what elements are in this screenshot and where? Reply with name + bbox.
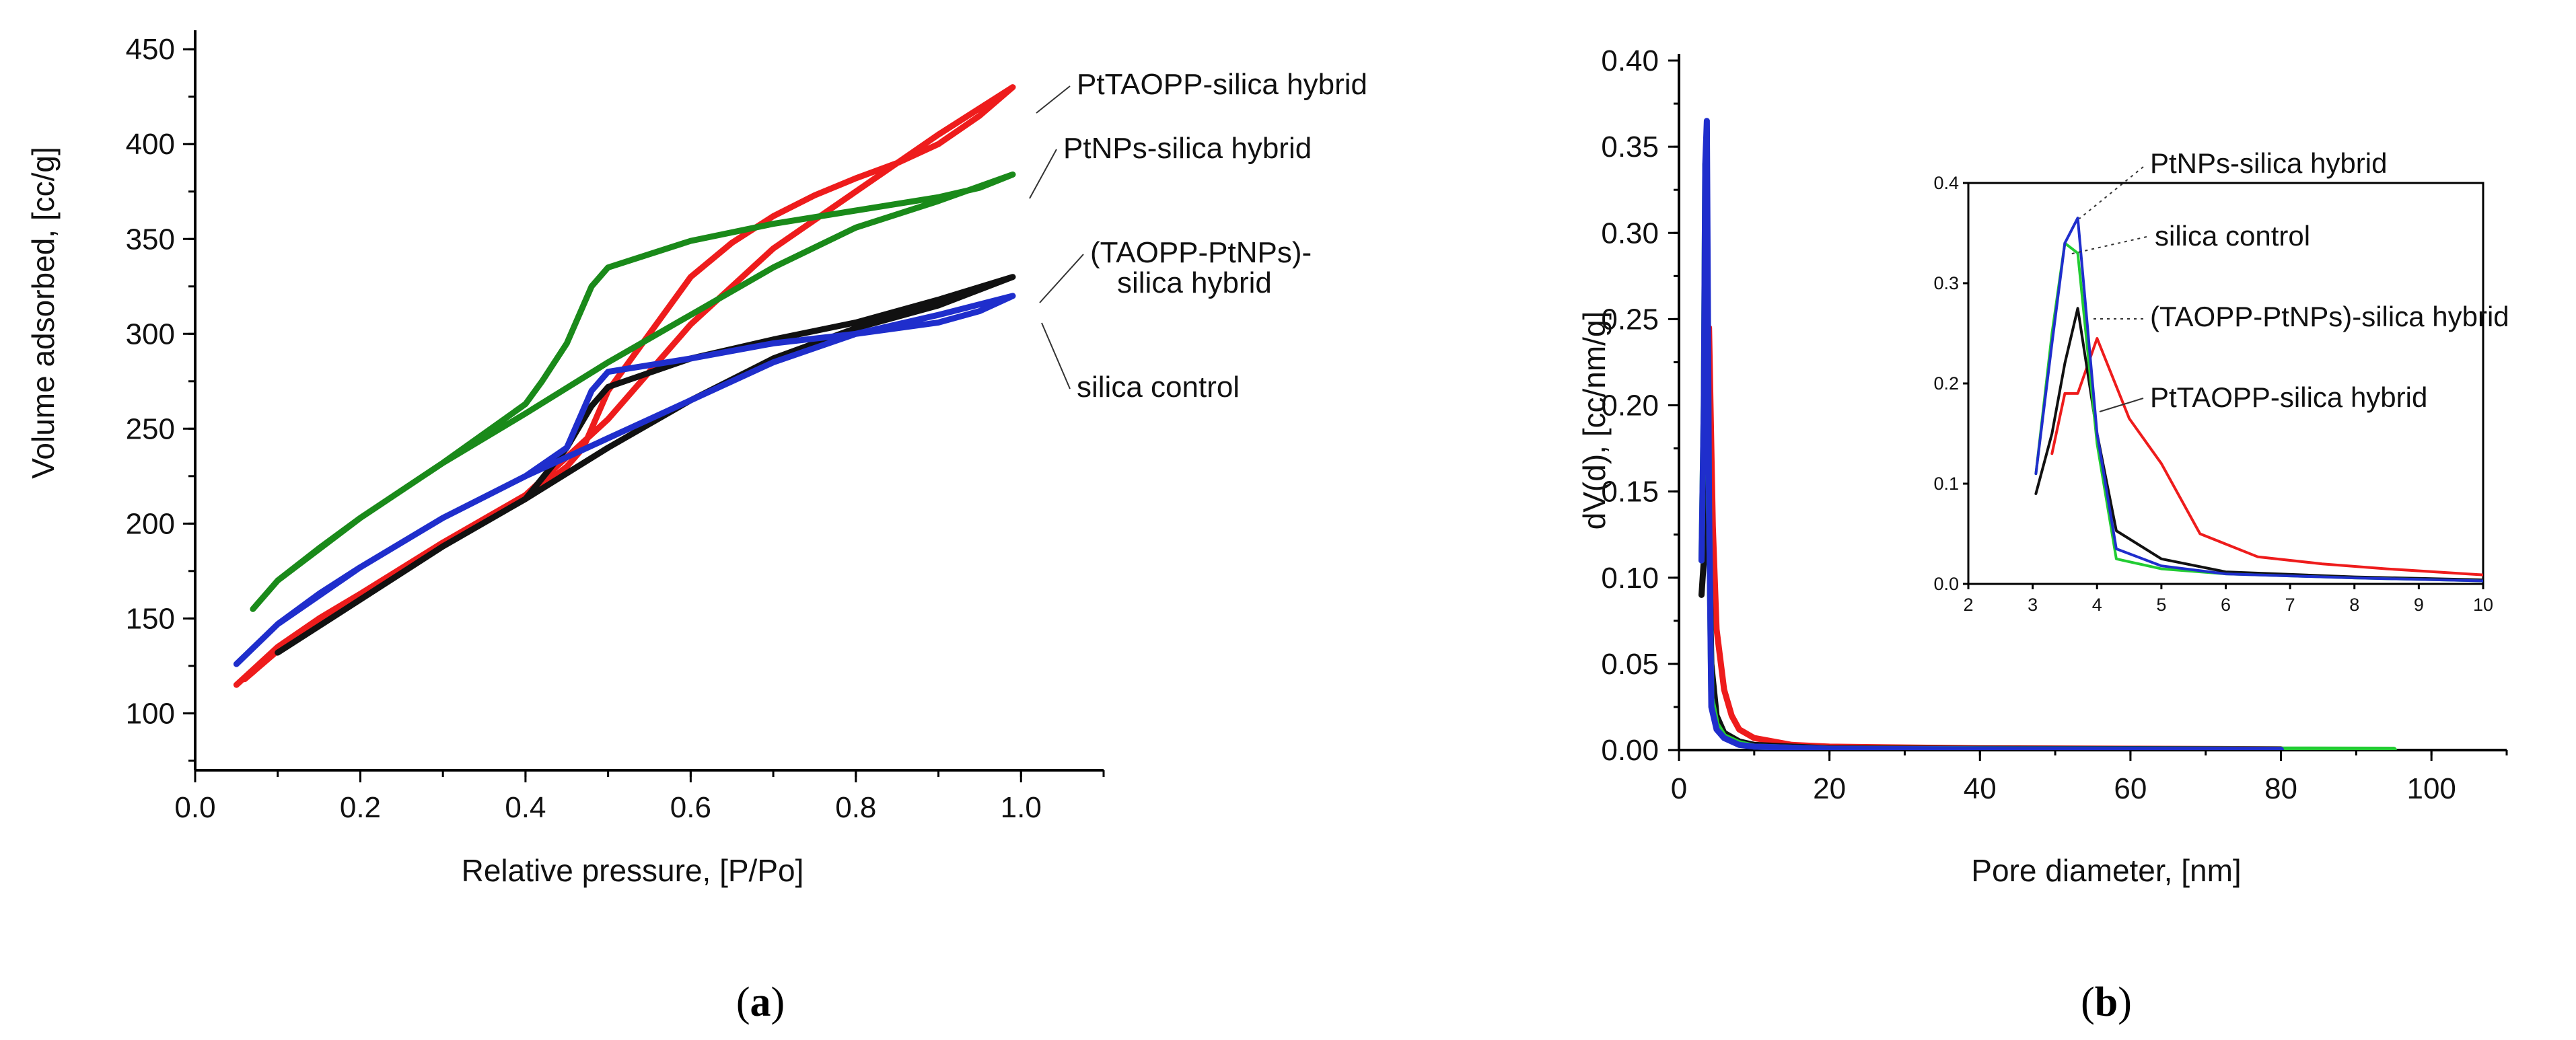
b-y-tick-label: 0.35: [1601, 131, 1659, 163]
chart-b-inset-anno-pttaopp: PtTAOPP-silica hybrid: [2150, 381, 2427, 413]
a-y-tick-label: 200: [126, 507, 175, 540]
b-y-tick-label: 0.20: [1601, 389, 1659, 422]
a-x-tick-label: 1.0: [1001, 791, 1042, 824]
chart-a-leader-pttaopp: [1036, 85, 1071, 114]
b-x-tick-label: 20: [1813, 772, 1846, 805]
panel-label-b-close: ): [2118, 979, 2132, 1025]
b-inset-x-tick-label: 5: [2156, 595, 2166, 615]
chart-a: 0.0 0.2 0.4 0.6 0.8 1.0 100 150 200 250 300 350 400 4…: [126, 30, 1105, 824]
b-inset-x-tick-label: 6: [2221, 595, 2231, 615]
b-inset-y-tick-label: 0.4: [1933, 173, 1959, 193]
chart-b: 0 20 40 60 80 1000.000.050.100.150.200.250.30…: [1601, 44, 2508, 805]
panel-label-b-letter: b: [2095, 979, 2118, 1025]
b-x-tick-label: 60: [2114, 772, 2147, 805]
chart-a-leader-taopp-ptnps: [1039, 254, 1084, 303]
a-series-taopp-ptnps-silica-hybrid: [275, 274, 1016, 656]
b-inset-x-tick-label: 9: [2414, 595, 2424, 615]
chart-a-xlabel: Relative pressure, [P/Po]: [462, 853, 804, 888]
chart-b-inset-anno-taopp-ptnps: (TAOPP-PtNPs)-silica hybrid: [2150, 301, 2509, 332]
b-inset-frame: [1967, 182, 2484, 585]
b-x-tick-label: 80: [2264, 772, 2297, 805]
a-y-tick-label: 450: [126, 33, 175, 66]
panel-label-a-close: ): [771, 979, 785, 1025]
chart-b-inset-leader-pttaopp: [2099, 398, 2144, 412]
b-x-tick-label: 100: [2406, 772, 2456, 805]
b-y-tick-label: 0.25: [1601, 303, 1659, 336]
b-inset-y-tick-label: 0.0: [1933, 574, 1959, 594]
b-y-tick-label: 0.15: [1601, 476, 1659, 509]
b-inset-x-tick-label: 4: [2092, 595, 2102, 615]
chart-a-anno-taopp-ptnps-1: (TAOPP-PtNPs)-: [1090, 236, 1312, 269]
chart-a-anno-ptnps: PtNPs-silica hybrid: [1063, 132, 1312, 165]
chart-b-inset-anno-silica-control: silica control: [2155, 220, 2310, 252]
b-inset-x-tick-label: 10: [2473, 595, 2493, 615]
b-inset-y-tick-label: 0.3: [1933, 273, 1959, 293]
chart-a-leader-ptnps: [1029, 149, 1057, 199]
b-inset-y-tick-label: 0.1: [1933, 474, 1959, 494]
b-inset-series-taopp-ptnps-silica-hybrid: [2034, 307, 2483, 581]
panel-label-a-open: (: [736, 979, 750, 1025]
a-x-tick-label: 0.8: [835, 791, 876, 824]
chart-a-anno-pttaopp: PtTAOPP-silica hybrid: [1077, 68, 1367, 101]
a-x-tick-label: 0.2: [340, 791, 381, 824]
b-inset-x-tick-label: 2: [1963, 595, 1973, 615]
a-x-tick-label: 0.6: [670, 791, 711, 824]
a-series-silica-control: [233, 293, 1016, 667]
b-y-tick-label: 0.05: [1601, 648, 1659, 681]
chart-b-inset: 2 3 4 5 6 7 8 9 10 0.0 0.1 0.2 0.3 0.4: [1933, 173, 2493, 615]
chart-a-leader-silica-control: [1041, 322, 1071, 389]
b-inset-series-pttaopp-silica-hybrid: [2050, 337, 2483, 577]
a-y-tick-label: 400: [126, 128, 175, 161]
a-y-tick-label: 350: [126, 223, 175, 256]
panel-label-b-open: (: [2081, 979, 2095, 1025]
b-y-tick-label: 0.10: [1601, 562, 1659, 595]
chart-b-inset-anno-ptnps: PtNPs-silica hybrid: [2150, 147, 2387, 179]
b-inset-y-tick-label: 0.2: [1933, 373, 1959, 394]
b-inset-series-ptnps-silica-hybrid: [2034, 217, 2483, 583]
a-x-tick-label: 0.0: [174, 791, 215, 824]
chart-a-anno-silica-control: silica control: [1077, 371, 1240, 404]
b-x-tick-label: 40: [1964, 772, 1997, 805]
chart-b-inset-leader-ptnps: [2079, 166, 2144, 219]
a-y-tick-label: 250: [126, 412, 175, 445]
b-inset-x-tick-label: 7: [2285, 595, 2295, 615]
b-x-tick-label: 0: [1671, 772, 1687, 805]
a-x-tick-label: 0.4: [505, 791, 546, 824]
b-y-tick-label: 0.40: [1601, 44, 1659, 77]
chart-b-ylabel: dV(d), [cc/nm/g]: [1577, 311, 1612, 530]
chart-a-ylabel: Volume adsorbed, [cc/g]: [26, 147, 61, 479]
panel-label-a: (a): [736, 979, 785, 1025]
b-y-tick-label: 0.30: [1601, 217, 1659, 250]
a-y-tick-label: 300: [126, 318, 175, 350]
a-y-tick-label: 150: [126, 602, 175, 635]
panel-label-b: (b): [2081, 979, 2132, 1025]
a-y-tick-label: 100: [126, 697, 175, 730]
chart-b-xlabel: Pore diameter, [nm]: [1971, 853, 2241, 888]
b-series-ptnps-silica-hybrid: [1698, 118, 2284, 750]
panel-label-a-letter: a: [750, 979, 771, 1025]
a-series-pttaopp-silica-hybrid: [233, 84, 1016, 688]
a-series-ptnps-silica-hybrid: [250, 171, 1016, 612]
b-inset-x-tick-label: 3: [2028, 595, 2038, 615]
b-y-tick-label: 0.00: [1601, 734, 1659, 767]
chart-a-anno-taopp-ptnps-2: silica hybrid: [1117, 266, 1272, 299]
b-inset-x-tick-label: 8: [2349, 595, 2359, 615]
